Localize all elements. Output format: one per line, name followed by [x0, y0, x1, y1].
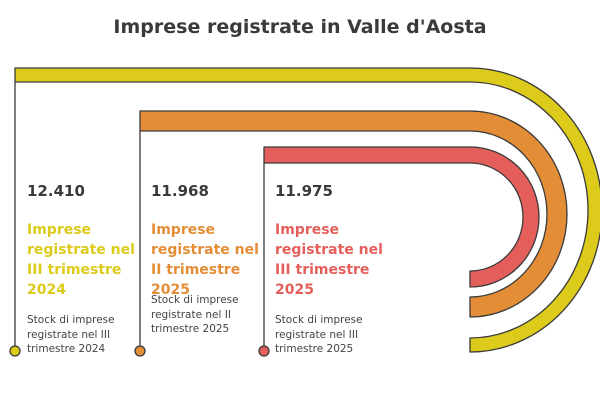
item-3-heading: Imprese registrate nel III trimestre 202… [275, 222, 383, 298]
marker-dot-2 [134, 345, 146, 357]
item-2-description: Stock di imprese registrate nel II trime… [151, 294, 239, 335]
band-2 [139, 110, 568, 318]
band-3 [263, 146, 540, 288]
item-2-value: 11.968 [151, 182, 209, 200]
item-1-value: 12.410 [27, 182, 85, 200]
item-3-value: 11.975 [275, 182, 333, 200]
chart-title: Imprese registrate in Valle d'Aosta [113, 16, 487, 38]
item-3-description: Stock di imprese registrate nel III trim… [275, 314, 363, 355]
item-1-heading: Imprese registrate nel III trimestre 202… [27, 222, 135, 298]
marker-dot-3 [258, 345, 270, 357]
band-1 [14, 67, 600, 353]
item-1-description: Stock di imprese registrate nel III trim… [27, 314, 115, 355]
item-2-heading: Imprese registrate nel II trimestre 2025 [151, 222, 259, 298]
marker-dot-1 [9, 345, 21, 357]
